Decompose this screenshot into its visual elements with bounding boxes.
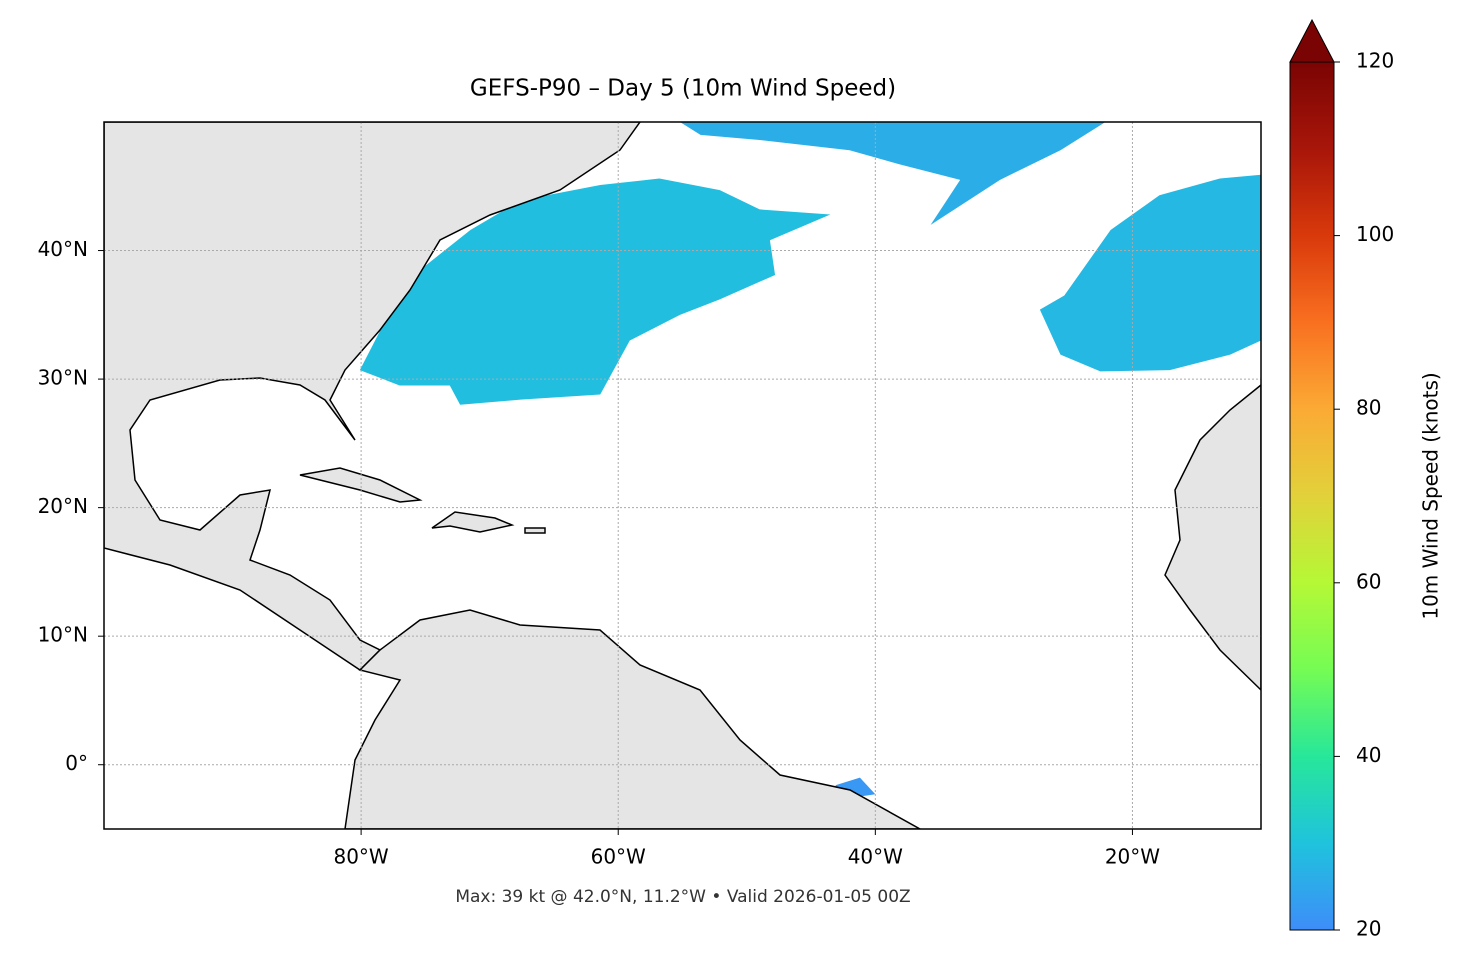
x-tick-label: 40°W xyxy=(848,845,903,869)
colorbar-tick-label: 100 xyxy=(1356,222,1394,246)
chart-title: GEFS-P90 – Day 5 (10m Wind Speed) xyxy=(470,76,896,102)
wind-area xyxy=(359,178,831,405)
wind-area xyxy=(679,122,1106,225)
colorbar-tick-label: 20 xyxy=(1356,917,1381,941)
colorbar xyxy=(1289,61,1335,931)
footer-note: Max: 39 kt @ 42.0°N, 11.2°W • Valid 2026… xyxy=(455,887,910,907)
colorbar-tick-label: 40 xyxy=(1356,743,1381,767)
puerto-rico xyxy=(524,527,546,534)
colorbar-tick-label: 120 xyxy=(1356,49,1394,73)
grid xyxy=(104,122,1261,829)
wind-area xyxy=(1039,174,1261,372)
colorbar-label: 10m Wind Speed (knots) xyxy=(1419,372,1443,619)
x-tick-label: 80°W xyxy=(333,845,388,869)
colorbar-tick-label: 60 xyxy=(1356,569,1381,593)
cuba xyxy=(299,467,423,503)
x-tick-label: 20°W xyxy=(1105,845,1160,869)
y-tick-label: 10°N xyxy=(38,623,88,647)
y-tick-label: 30°N xyxy=(38,366,88,390)
x-tick-label: 60°W xyxy=(591,845,646,869)
colorbar-extend xyxy=(1289,18,1335,63)
wind-layer xyxy=(359,122,1261,800)
map-area xyxy=(104,122,1261,829)
land xyxy=(104,122,1261,829)
map-frame xyxy=(103,121,1262,830)
colorbar-tick-label: 80 xyxy=(1356,396,1381,420)
y-tick-label: 40°N xyxy=(38,237,88,261)
africa xyxy=(1164,384,1261,692)
y-tick-label: 20°N xyxy=(38,494,88,518)
hispaniola xyxy=(431,511,515,533)
y-tick-label: 0° xyxy=(65,751,88,775)
south-america xyxy=(344,609,922,829)
